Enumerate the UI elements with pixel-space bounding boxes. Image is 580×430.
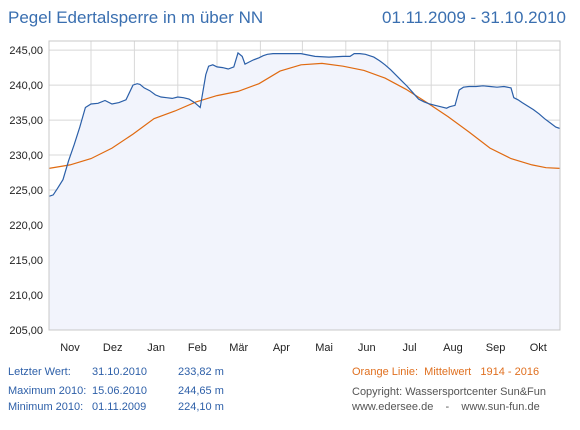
x-tick-label: Jan: [147, 342, 165, 354]
mean-legend-label: Orange Linie:: [352, 366, 419, 378]
x-tick-label: Apr: [273, 342, 290, 354]
y-tick-label: 235,00: [9, 115, 43, 127]
date-range: 01.11.2009 - 31.10.2010: [381, 8, 566, 27]
mean-legend-desc: Mittelwert: [424, 366, 472, 378]
x-tick-label: Dez: [103, 342, 123, 354]
x-tick-label: Mär: [229, 342, 248, 354]
website-links: www.edersee.de - www.sun-fun.de: [352, 401, 540, 413]
x-tick-label: Jul: [402, 342, 416, 354]
y-tick-label: 220,00: [9, 220, 43, 232]
stat-last-label: Letzter Wert:: [8, 366, 71, 378]
y-tick-label: 215,00: [9, 255, 43, 267]
stat-min-value: 224,10 m: [178, 401, 224, 413]
stat-max: Maximum 2010: 15.06.2010 244,65 m: [8, 385, 224, 397]
stat-max-date: 15.06.2010: [92, 385, 148, 397]
plot-frame: [48, 40, 561, 331]
level-line: [48, 51, 561, 197]
y-tick-label: 230,00: [9, 150, 43, 162]
x-tick-label: Sep: [486, 342, 506, 354]
mean-line: [48, 62, 561, 169]
copyright-text: Copyright: Wassersportcenter Sun&Fun: [352, 386, 547, 398]
stat-min-label: Minimum 2010:: [8, 401, 84, 413]
x-tick-label: Jun: [358, 342, 376, 354]
x-axis: Nov Dez Jan Feb Mär Apr Mai Jun Jul Aug Sep Okt: [60, 342, 547, 354]
mean-legend: Orange Linie: Mittelwert 1914 - 2016: [352, 366, 539, 378]
stat-max-label: Maximum 2010:: [8, 385, 87, 397]
x-tick-label: Okt: [530, 342, 547, 354]
y-tick-label: 245,00: [9, 45, 43, 57]
x-tick-label: Aug: [443, 342, 463, 354]
stat-last-value: 233,82 m: [178, 366, 224, 378]
mean-legend-years: 1914 - 2016: [480, 366, 540, 378]
stat-last: Letzter Wert: 31.10.2010 233,82 m: [8, 366, 224, 378]
stat-last-date: 31.10.2010: [92, 366, 148, 378]
y-tick-label: 225,00: [9, 185, 43, 197]
chart-title: Pegel Edertalsperre in m über NN: [8, 8, 264, 27]
stat-min: Minimum 2010: 01.11.2009 224,10 m: [8, 401, 224, 413]
stat-max-value: 244,65 m: [178, 385, 224, 397]
x-tick-label: Nov: [60, 342, 80, 354]
stat-min-date: 01.11.2009: [92, 401, 147, 413]
y-tick-label: 205,00: [9, 325, 43, 337]
y-axis: 205,00 210,00 215,00 220,00 225,00 230,00 235,…: [9, 45, 43, 337]
y-tick-label: 210,00: [9, 290, 43, 302]
y-tick-label: 240,00: [9, 80, 43, 92]
level-area: [49, 52, 560, 331]
x-tick-label: Feb: [188, 342, 207, 354]
x-tick-label: Mai: [315, 342, 333, 354]
